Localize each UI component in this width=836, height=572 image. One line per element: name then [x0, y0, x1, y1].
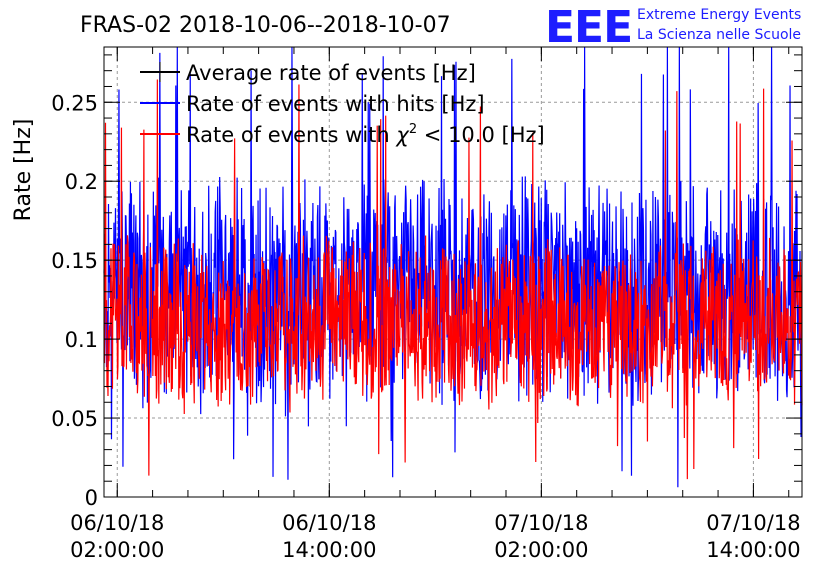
plot-frame	[103, 46, 803, 498]
x-tick-label-date: 06/10/18	[282, 511, 376, 535]
y-tick-label: 0.25	[51, 91, 98, 115]
legend-label-chi2-post: < 10.0 [Hz]	[417, 123, 545, 147]
x-tick-label-date: 06/10/18	[70, 511, 164, 535]
series-layer	[103, 46, 803, 488]
y-tick-label: 0.05	[51, 407, 98, 431]
eee-logo-line2: La Scienza nelle Scuole	[637, 27, 801, 43]
eee-logo: EEE Extreme Energy Events La Scienza nel…	[545, 2, 801, 53]
legend-label-chi2-symbol: χ	[395, 123, 410, 147]
x-tick-label-time: 14:00:00	[706, 538, 800, 562]
legend-label-chi2: Rate of events with χ2 < 10.0 [Hz]	[186, 122, 545, 147]
y-tick-label: 0.1	[65, 328, 98, 352]
legend-label-average: Average rate of events [Hz]	[186, 61, 476, 85]
x-tick-label-time: 02:00:00	[70, 538, 164, 562]
x-tick-label-time: 02:00:00	[494, 538, 588, 562]
legend-label-hits: Rate of events with hits [Hz]	[186, 92, 485, 116]
legend: Average rate of events [Hz] Rate of even…	[140, 61, 545, 147]
legend-label-chi2-sup: 2	[409, 122, 417, 137]
y-axis-label: Rate [Hz]	[11, 119, 36, 222]
legend-entry-average: Average rate of events [Hz]	[140, 61, 476, 85]
chart-title: FRAS-02 2018-10-06--2018-10-07	[80, 13, 451, 38]
legend-label-chi2-pre: Rate of events with	[186, 123, 396, 147]
y-tick-label: 0.15	[51, 249, 98, 273]
x-tick-label-date: 07/10/18	[494, 511, 588, 535]
x-tick-label-date: 07/10/18	[706, 511, 800, 535]
x-tick-label-time: 14:00:00	[282, 538, 376, 562]
y-tick-label: 0.2	[65, 170, 98, 194]
y-tick-label: 0	[85, 486, 98, 510]
axes: 0 0.05 0.1 0.15 0.2 0.25 06/10/18 02:00:00 06/10…	[51, 47, 802, 562]
eee-logo-mark: EEE	[545, 2, 632, 53]
series-chi2-line	[103, 79, 803, 480]
legend-entry-chi2: Rate of events with χ2 < 10.0 [Hz]	[140, 122, 545, 147]
eee-logo-line1: Extreme Energy Events	[637, 7, 801, 23]
legend-entry-hits: Rate of events with hits [Hz]	[140, 92, 485, 116]
